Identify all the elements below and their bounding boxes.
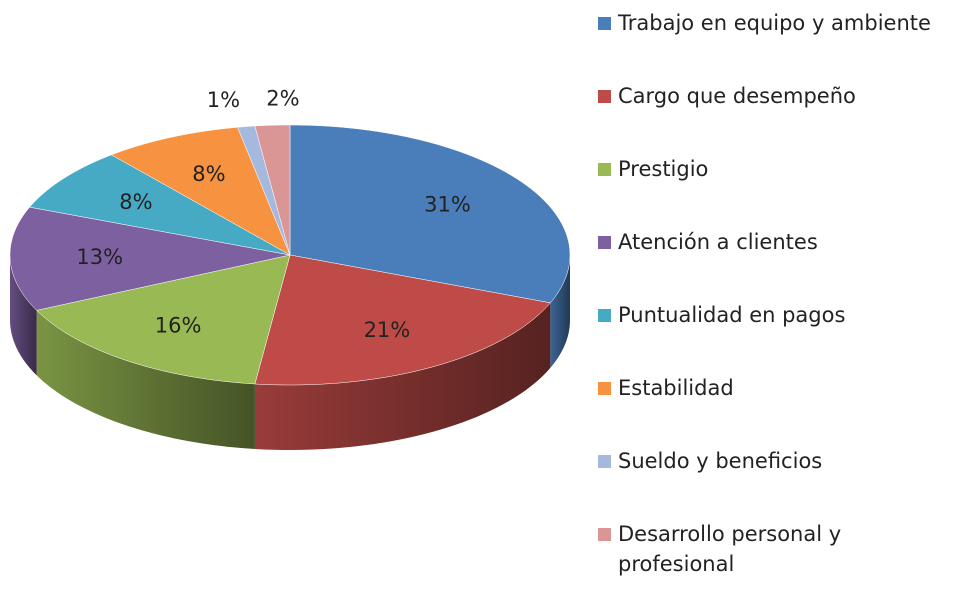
legend-label: Cargo que desempeño [618,84,856,108]
legend-item: Cargo que desempeño [598,81,856,111]
slice-side [550,255,570,368]
legend-item: Puntualidad en pagos [598,300,845,330]
slice [9,206,291,311]
legend-label: Desarrollo personal y profesional [618,522,842,576]
legend-item: Atención a clientes [598,227,818,257]
legend-item: Estabilidad [598,373,734,403]
slice-side [254,302,551,450]
data-label: 31% [424,192,471,216]
legend-label: Sueldo y beneficios [618,449,823,473]
legend-label: Puntualidad en pagos [618,303,846,327]
legend-label: Trabajo en equipo y ambiente [618,11,931,35]
legend-item: Desarrollo personal y profesional [598,519,878,579]
legend-swatch [598,236,611,249]
data-label: 16% [155,314,202,338]
data-label: 21% [364,318,411,342]
legend-label: Estabilidad [618,376,734,400]
legend-item: Sueldo y beneficios [598,446,822,476]
slice [289,124,571,304]
legend-label: Prestigio [618,157,709,181]
slice-side [36,310,255,449]
legend-item: Prestigio [598,154,708,184]
legend-swatch [598,90,611,103]
legend-label: Atención a clientes [618,230,818,254]
legend-swatch [598,163,611,176]
slice [254,124,291,256]
data-label: 8% [192,162,225,186]
legend-swatch [598,528,611,541]
legend-swatch [598,455,611,468]
legend-swatch [598,17,611,30]
legend-swatch [598,382,611,395]
data-label: 8% [119,190,152,214]
slice [237,125,291,256]
slice [110,127,291,256]
data-label: 13% [76,245,123,269]
slice [36,254,291,385]
slice [29,154,291,256]
slice [254,254,551,386]
data-label: 1% [207,88,240,112]
legend-swatch [598,309,611,322]
data-label: 2% [266,86,299,110]
legend-item: Trabajo en equipo y ambiente [598,8,931,38]
slice-side [10,255,37,376]
